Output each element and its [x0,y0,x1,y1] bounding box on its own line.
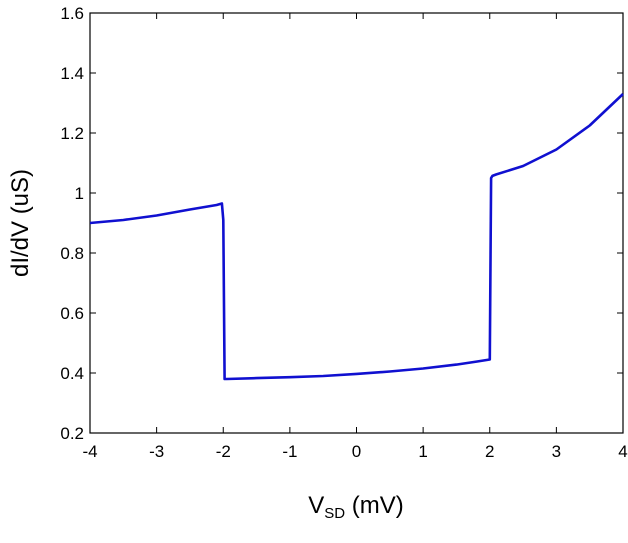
x-axis-label: VSD (mV) [308,492,404,522]
y-tick-label: 1 [75,184,84,203]
y-tick-label: 0.4 [60,364,84,383]
axis-ticks [89,12,624,434]
series-line [89,93,624,381]
x-tick-labels: -4 -3 -2 -1 0 1 2 3 4 [82,442,627,461]
x-tick-label: -4 [82,442,97,461]
y-axis-label: dI/dV (uS) [7,169,34,277]
x-axis-label-main: V [308,492,324,519]
x-tick-label: -3 [149,442,164,461]
y-tick-label: 0.6 [60,304,84,323]
x-axis-label-subscript: SD [324,505,345,522]
series-group [89,93,624,381]
y-tick-label: 1.2 [60,124,84,143]
x-tick-label: 0 [352,442,361,461]
x-tick-label: 1 [418,442,427,461]
y-tick-labels: 0.2 0.4 0.6 0.8 1 1.2 1.4 1.6 [60,4,84,443]
y-tick-label: 1.6 [60,4,84,23]
x-tick-label: 2 [485,442,494,461]
y-tick-label: 0.8 [60,244,84,263]
y-tick-label: 0.2 [60,424,84,443]
y-tick-label: 1.4 [60,64,84,83]
x-tick-label: -1 [282,442,297,461]
x-tick-label: 3 [552,442,561,461]
x-axis-label-unit: (mV) [345,492,404,519]
plot-frame [89,12,624,434]
x-tick-label: -2 [216,442,231,461]
x-tick-label: 4 [618,442,627,461]
